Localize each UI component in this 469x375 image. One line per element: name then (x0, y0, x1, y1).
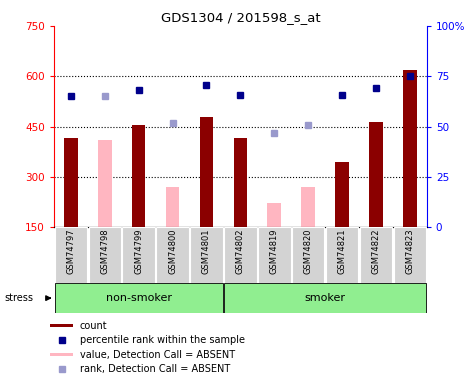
Bar (224, 227, 257, 283)
Bar (234, 138, 247, 227)
Bar (50, 353, 73, 356)
Text: GSM74823: GSM74823 (405, 228, 414, 274)
Bar (393, 227, 426, 283)
Text: GSM74802: GSM74802 (236, 228, 245, 274)
Bar (200, 117, 213, 227)
Text: rank, Detection Call = ABSENT: rank, Detection Call = ABSENT (80, 364, 230, 374)
Text: GSM74799: GSM74799 (134, 228, 143, 274)
Bar (132, 125, 145, 227)
Bar (54, 283, 223, 313)
Text: GSM74798: GSM74798 (100, 228, 109, 274)
Bar (224, 283, 426, 313)
Text: GSM74801: GSM74801 (202, 228, 211, 274)
Title: GDS1304 / 201598_s_at: GDS1304 / 201598_s_at (160, 11, 320, 24)
Text: smoker: smoker (304, 293, 346, 303)
Bar (156, 227, 189, 283)
Bar (267, 204, 281, 227)
Text: count: count (80, 321, 107, 331)
Text: GSM74820: GSM74820 (303, 228, 313, 274)
Bar (335, 162, 349, 227)
Text: GSM74819: GSM74819 (270, 228, 279, 274)
Text: stress: stress (5, 293, 34, 303)
Text: GSM74797: GSM74797 (67, 228, 76, 274)
Text: GSM74822: GSM74822 (371, 228, 380, 274)
Bar (302, 187, 315, 227)
Bar (122, 227, 155, 283)
Bar (190, 227, 223, 283)
Bar (50, 324, 73, 327)
Bar (258, 227, 290, 283)
Text: GSM74821: GSM74821 (338, 228, 347, 274)
Text: percentile rank within the sample: percentile rank within the sample (80, 335, 245, 345)
Bar (292, 227, 325, 283)
Bar (166, 187, 179, 227)
Bar (360, 227, 392, 283)
Bar (89, 227, 121, 283)
Text: GSM74800: GSM74800 (168, 228, 177, 274)
Bar (326, 227, 358, 283)
Bar (403, 70, 416, 227)
Bar (369, 122, 383, 227)
Bar (64, 138, 78, 227)
Text: non-smoker: non-smoker (106, 293, 172, 303)
Bar (98, 140, 112, 227)
Bar (54, 227, 87, 283)
Text: value, Detection Call = ABSENT: value, Detection Call = ABSENT (80, 350, 235, 360)
